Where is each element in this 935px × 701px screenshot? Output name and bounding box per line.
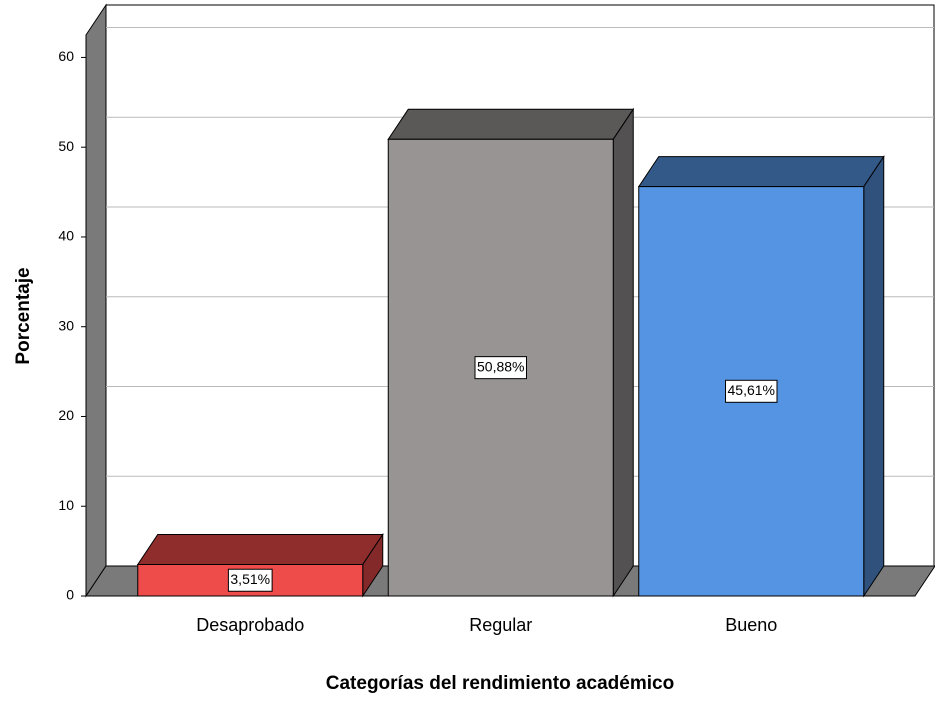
x-axis-title: Categorías del rendimiento académico	[326, 673, 674, 694]
value-label-box	[227, 568, 273, 592]
y-tick-label: 20	[58, 407, 74, 423]
x-tick-label: Desaprobado	[196, 615, 304, 635]
value-label-box	[474, 356, 527, 380]
value-label: 3,51%	[230, 571, 270, 587]
y-tick-label: 0	[66, 587, 74, 603]
bar-top	[136, 533, 384, 565]
bar-side	[612, 107, 634, 598]
x-tick-label: Bueno	[725, 615, 777, 635]
y-tick-label: 30	[58, 317, 74, 333]
value-label: 50,88%	[477, 358, 524, 374]
x-tick-label: Regular	[469, 615, 532, 635]
left-wall	[85, 3, 107, 598]
bar-side	[863, 154, 885, 598]
value-label-box	[725, 379, 778, 403]
y-axis-title: Porcentaje	[13, 267, 34, 364]
y-tick-label: 40	[58, 228, 74, 244]
bar-top	[387, 108, 635, 140]
bar-top	[637, 156, 885, 188]
y-tick-label: 60	[58, 48, 74, 64]
y-tick-label: 10	[58, 497, 74, 513]
value-label: 45,61%	[728, 382, 775, 398]
y-tick-label: 50	[58, 138, 74, 154]
